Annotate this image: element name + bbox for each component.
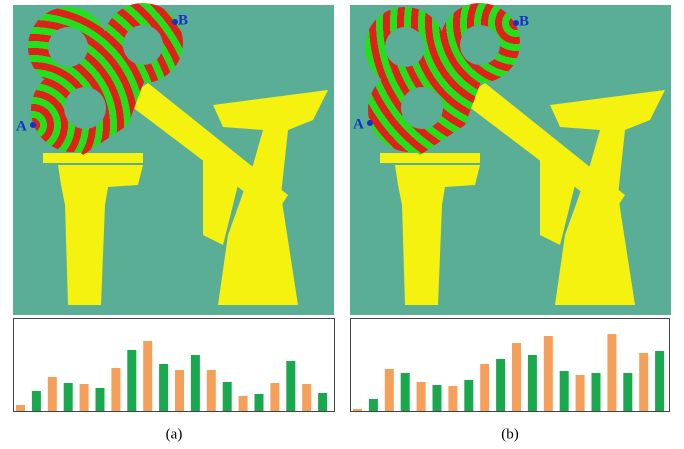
bar — [96, 388, 105, 411]
bar — [480, 364, 489, 411]
bar — [32, 391, 41, 411]
bar — [127, 350, 136, 411]
bar — [270, 383, 279, 411]
bar — [512, 343, 521, 411]
panel-b: A B — [350, 3, 671, 315]
bar — [255, 394, 264, 411]
figure: A B A B (a) (b) — [0, 0, 684, 449]
bar — [302, 384, 311, 411]
point-label: B — [519, 13, 529, 29]
bar — [353, 409, 362, 411]
bar — [318, 393, 327, 411]
bar — [560, 371, 569, 411]
page: A B A B (a) (b) (() => { const data = JS… — [0, 0, 684, 449]
bar — [369, 399, 378, 411]
chart-frame — [351, 319, 670, 412]
bar — [623, 373, 632, 411]
bar — [207, 370, 216, 411]
bar — [639, 353, 648, 411]
bar — [496, 359, 505, 411]
point-label: A — [353, 116, 364, 132]
bar — [80, 384, 89, 411]
bar — [592, 373, 601, 411]
bar — [528, 355, 537, 411]
bar — [48, 377, 57, 411]
panel-a: A B — [13, 3, 334, 315]
bar — [286, 361, 295, 411]
bar — [223, 382, 232, 411]
bar — [401, 373, 410, 411]
bar — [448, 386, 457, 411]
bar — [433, 385, 442, 411]
bar — [655, 351, 664, 411]
point-label: A — [16, 118, 27, 134]
bar — [464, 380, 473, 411]
bar — [143, 341, 152, 411]
bar — [159, 364, 168, 411]
bar — [111, 368, 120, 411]
bar — [385, 369, 394, 411]
bar — [576, 375, 585, 411]
bar — [16, 405, 25, 411]
bar — [239, 396, 248, 411]
caption: (a) — [166, 426, 183, 442]
caption: (b) — [501, 426, 519, 442]
point-label: B — [178, 12, 188, 28]
bar — [607, 334, 616, 411]
bar — [191, 355, 200, 411]
bar — [417, 382, 426, 411]
bar — [175, 370, 184, 411]
bar — [544, 336, 553, 411]
bar — [64, 383, 73, 411]
